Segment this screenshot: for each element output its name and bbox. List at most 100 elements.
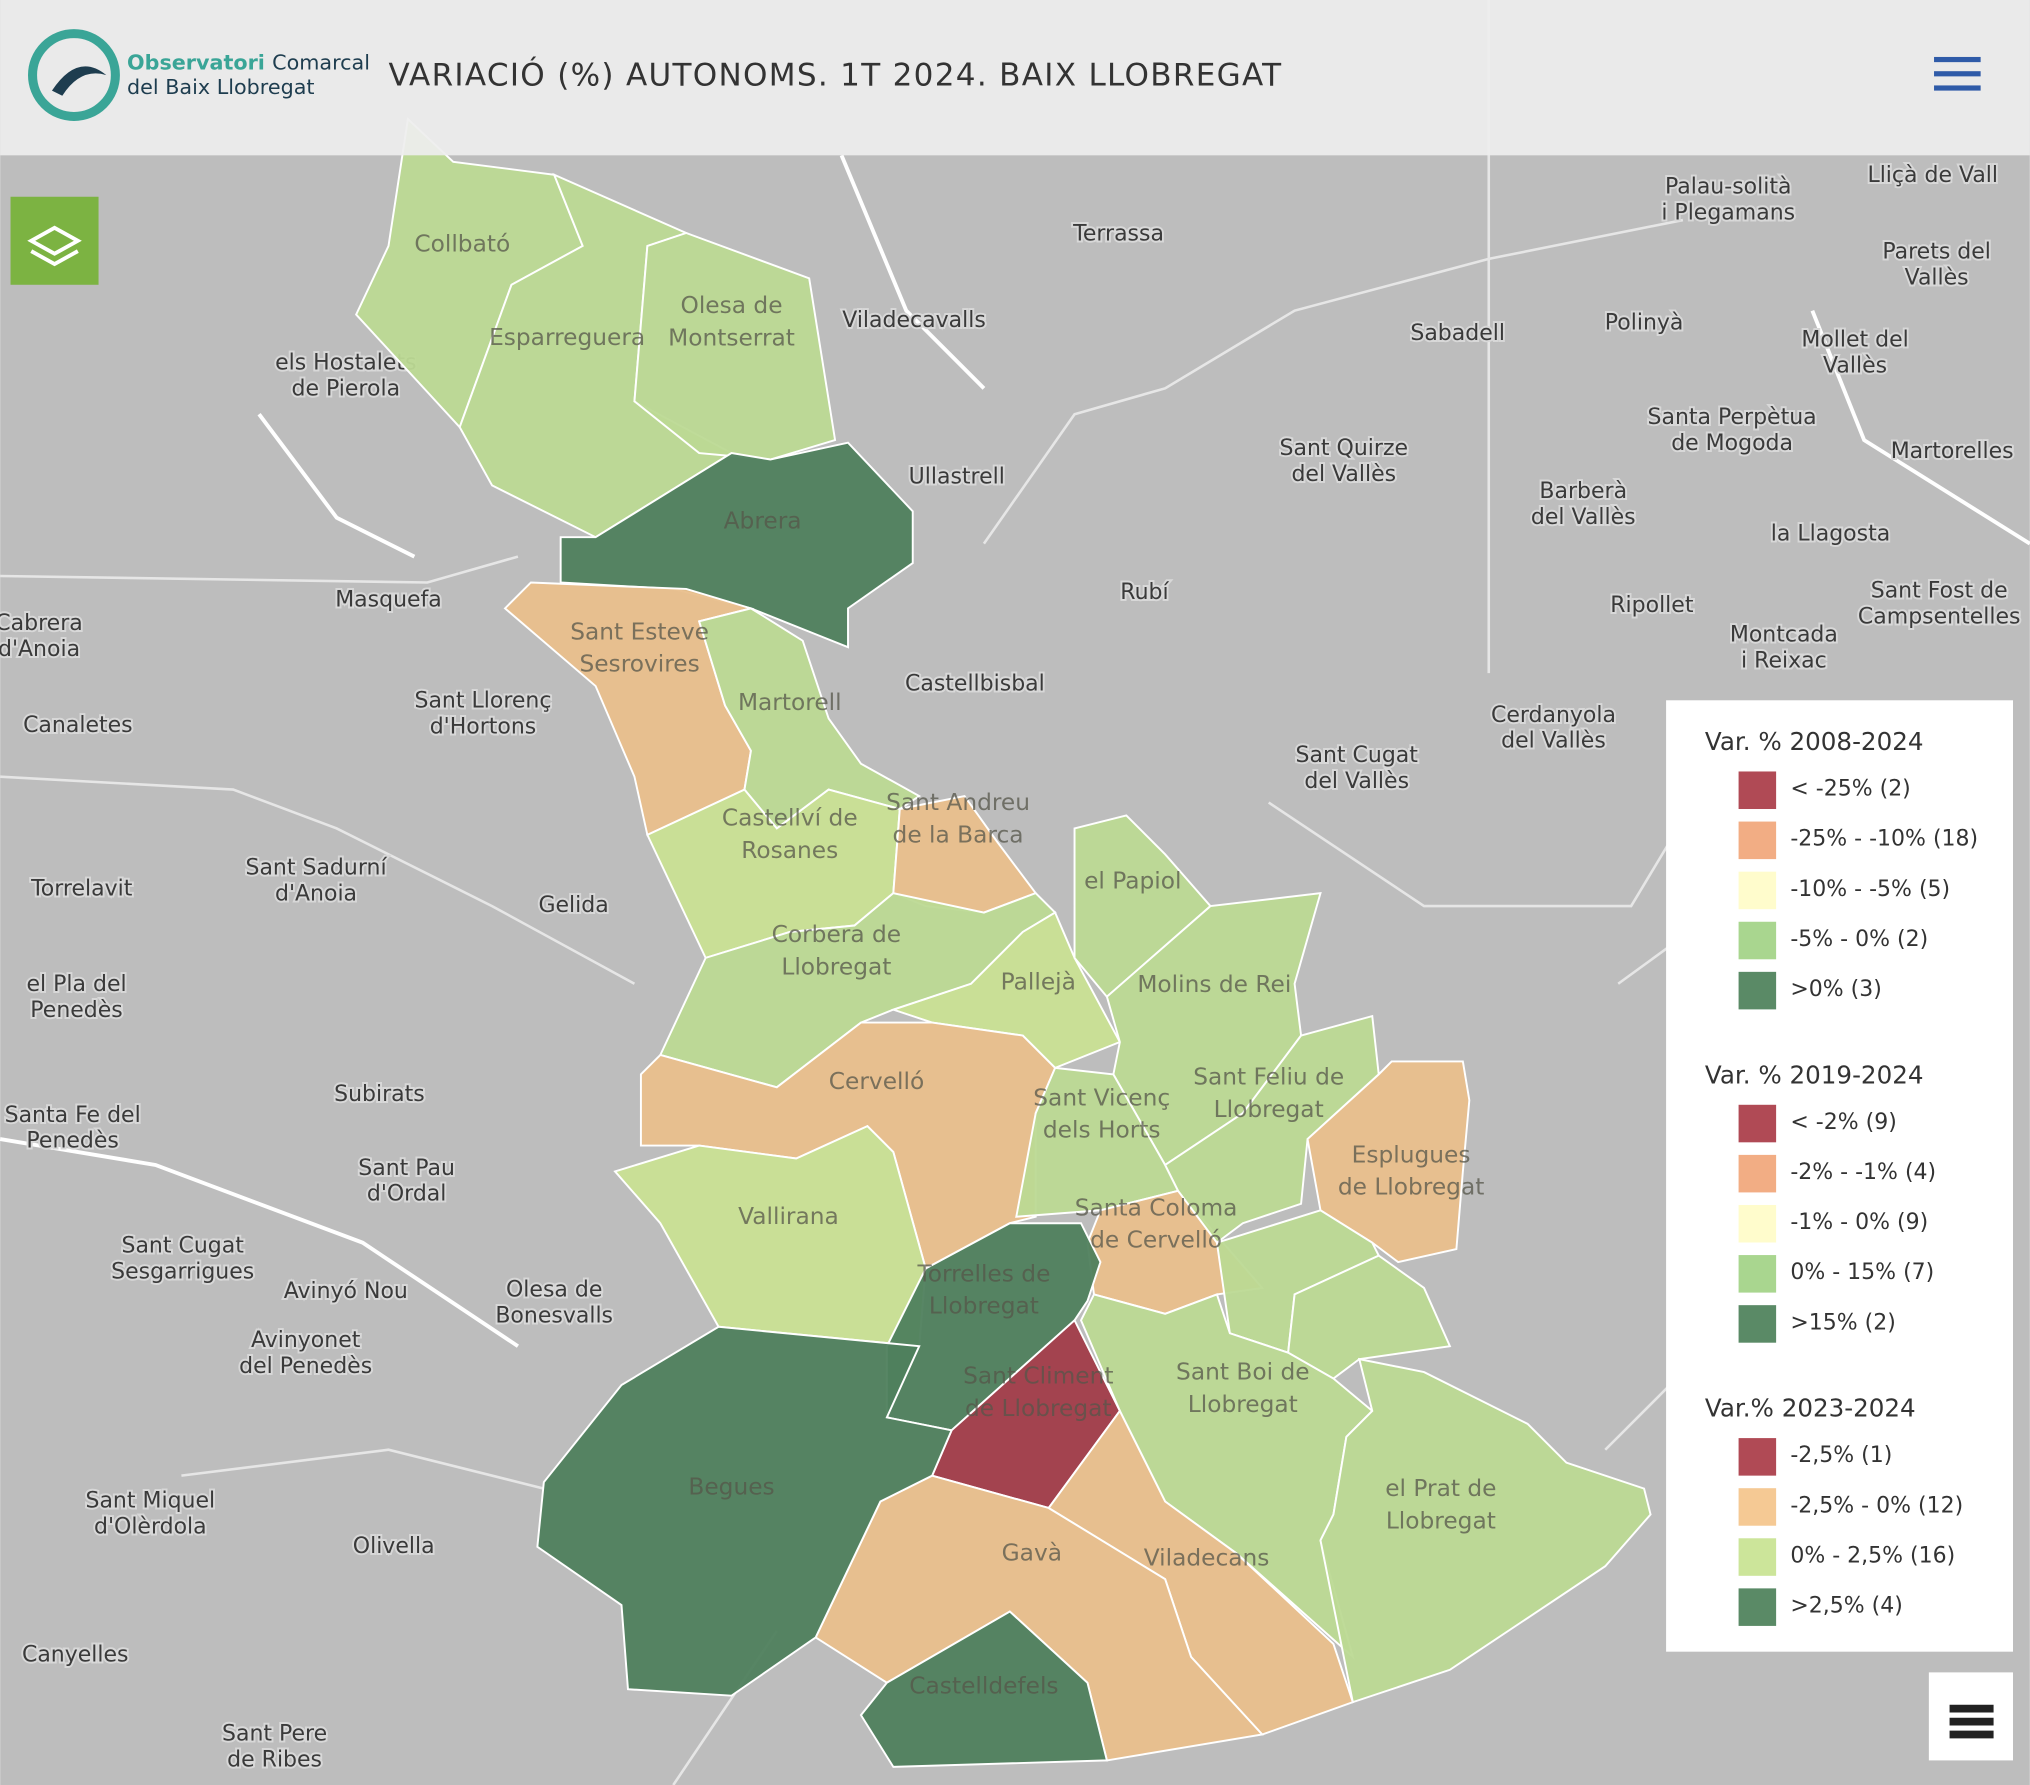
municipality-label: Collbató [414,230,510,257]
place-label: Polinyà [1605,311,1684,336]
municipality-label: Sant Feliu de Llobregat [1193,1063,1344,1122]
municipality-label: Esparreguera [489,323,645,350]
municipality-labels: Collbató Esparreguera Olesa de Montserrat Ab… [414,230,1496,1699]
place-label-line: Vallès [1823,353,1887,378]
place-label-line: de Mogoda [1671,431,1793,456]
municipality-label-line: Abrera [724,507,802,534]
place-label-line: Castellbisbal [905,672,1045,697]
municipality-label-line: Corbera de [772,921,902,948]
place-label-line: Terrassa [1072,221,1164,246]
place-label-line: Sant Cugat [1296,743,1419,768]
place-label: Santa Perpètua de Mogoda [1648,405,1817,456]
municipality-label-line: Llobregat [1386,1507,1496,1534]
list-button[interactable] [1928,1672,2013,1761]
menu-button[interactable] [1934,56,1981,91]
legend-swatch [1738,871,1777,910]
place-label: Avinyó Nou [284,1279,408,1304]
logo: Observatori Comarcal del Baix Llobregat [28,29,370,122]
legend-swatch [1738,1104,1777,1143]
place-label: Rubí [1120,580,1169,605]
municipality-label-line: Sant Vicenç [1033,1084,1170,1111]
layers-icon [27,225,82,267]
place-label-line: d'Hortons [430,714,537,739]
logo-ring [28,29,120,122]
municipality-label-line: Esplugues [1352,1141,1471,1168]
legend-swatch [1738,1204,1777,1243]
legend-label: -2% - -1% (4) [1790,1160,1936,1185]
place-label: Gelida [538,893,608,918]
legend-label: >15% (2) [1790,1310,1896,1335]
place-label-line: Avinyó Nou [284,1279,408,1304]
municipality-label-line: el Papiol [1084,867,1181,894]
place-label-line: de Pierola [292,377,401,402]
legend-title: Var. % 2019-2024 [1705,1060,1924,1089]
place-label: Sant Cugat Sesgarrigues [111,1234,254,1285]
municipality-label-line: Martorell [738,688,842,715]
place-label-line: Montcada [1730,623,1838,648]
municipality-label: Abrera [724,507,802,534]
municipality-label: Viladecans [1144,1544,1270,1571]
place-label-line: del Vallès [1501,729,1606,754]
municipality [1306,1060,1471,1264]
municipality-label-line: Olesa de [681,292,783,319]
place-label: Ullastrell [909,465,1005,490]
place-label: Sant Pere de Ribes [222,1722,327,1773]
legend-box [1666,700,2013,1652]
place-label-line: Penedès [30,998,122,1023]
legend-swatch [1738,971,1777,1010]
municipality-label-line: Pallejà [1001,968,1076,995]
place-label-line: del Penedès [239,1354,372,1379]
municipality-label: Corbera de Llobregat [772,921,902,980]
legend-label: -2,5% (1) [1790,1443,1892,1468]
place-label: Palau-solità i Plegamans [1661,175,1795,226]
logo-text: del Baix Llobregat [127,75,315,99]
place-label-line: Viladecavalls [842,308,986,333]
place-label-line: Olivella [353,1534,435,1559]
place-label-line: i Reixac [1741,648,1827,673]
place-label-line: Sesgarrigues [111,1259,254,1284]
place-labels: Terrassa Viladecavalls Sabadell Polinyà Ulla… [0,161,2022,1774]
place-label: Avinyonet del Penedès [239,1328,372,1379]
municipality-label: Sant Esteve Sesrovires [570,618,709,677]
municipality-label-line: el Prat de [1385,1475,1496,1502]
place-label: Torrelavit [30,876,133,901]
legend-swatch [1738,1488,1777,1526]
place-label: el Pla del Penedès [26,972,126,1023]
legend-swatch [1738,1154,1777,1193]
place-label-line: d'Ordal [367,1182,447,1207]
legend-label: -25% - -10% (18) [1790,827,1978,852]
municipality-label-line: Esparreguera [489,323,645,350]
municipality-label-line: Llobregat [1188,1391,1298,1418]
place-label-line: Penedès [26,1129,118,1154]
place-label: Olivella [353,1534,435,1559]
place-label-line: Mollet del [1801,327,1908,352]
place-label: Sant Llorenç d'Hortons [415,689,552,740]
place-label: Parets del Vallès [1882,239,1991,290]
place-label: Viladecavalls [842,308,986,333]
place-label-line: Sant Pau [358,1156,455,1181]
place-label-line: Torrelavit [30,876,133,901]
button-bg [10,196,99,285]
municipality-label: Pallejà [1001,968,1076,995]
place-label-line: Sant Sadurní [245,856,387,881]
place-label-line: del Vallès [1531,505,1636,530]
legend-swatch [1738,821,1777,860]
municipality [890,911,1122,1070]
place-label: Sant Fost de Campsentelles [1858,579,2021,630]
place-label-line: Santa Perpètua [1648,405,1817,430]
legend-label: < -2% (9) [1790,1110,1896,1135]
layers-button[interactable] [10,196,99,285]
header-bar [0,0,2030,156]
municipality-label-line: de Llobregat [965,1394,1112,1421]
municipality-label-line: Sant Climent [963,1362,1113,1389]
place-label: Canaletes [23,713,133,738]
municipality-label: Cervelló [829,1068,924,1095]
municipality-label-line: Vallirana [738,1202,839,1229]
municipality-label: Castellví de Rosanes [722,804,858,863]
place-label: Sant Cugat del Vallès [1296,743,1419,794]
municipality-label: Sant Andreu de la Barca [886,789,1030,848]
municipality-label-line: Gavà [1002,1539,1062,1566]
municipality-label-line: Llobregat [929,1292,1039,1319]
municipality-label: Begues [688,1473,774,1500]
